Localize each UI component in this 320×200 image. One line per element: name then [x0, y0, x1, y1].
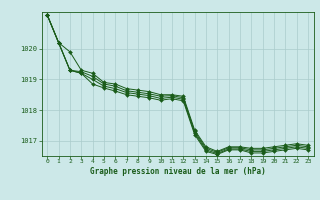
X-axis label: Graphe pression niveau de la mer (hPa): Graphe pression niveau de la mer (hPa): [90, 167, 266, 176]
